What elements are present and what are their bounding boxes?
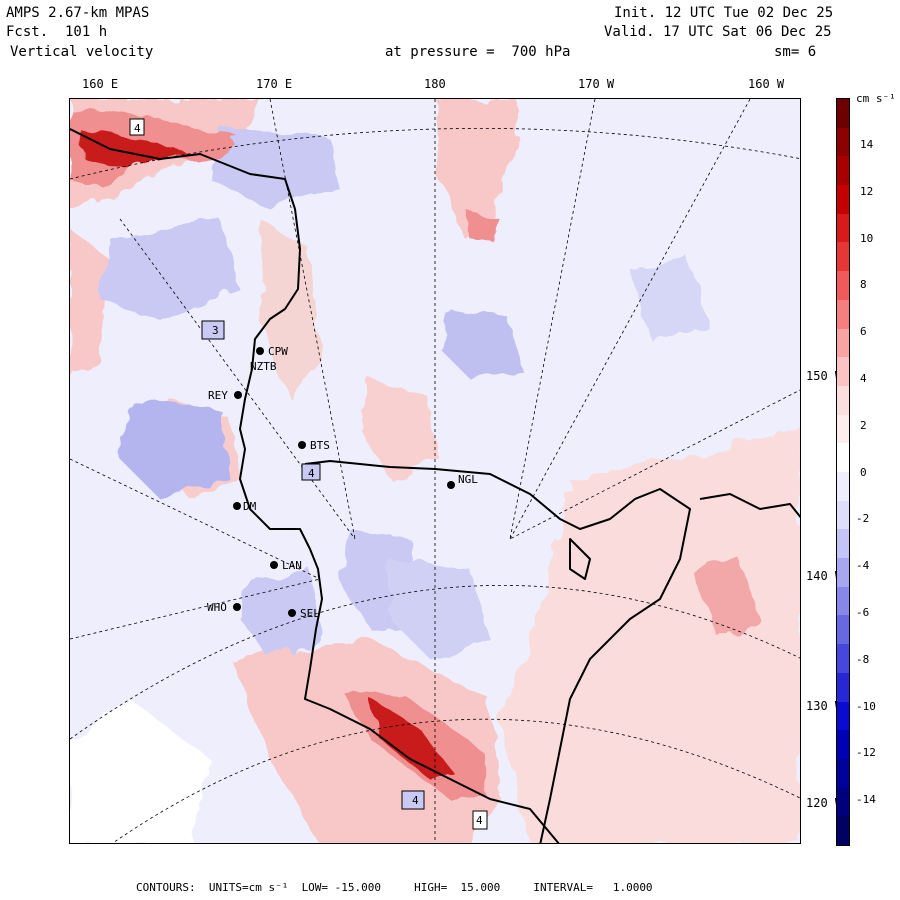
init-time: Init. 12 UTC Tue 02 Dec 25 xyxy=(614,5,834,21)
station-lan-marker xyxy=(270,561,278,569)
colorbar-tick-label: 2 xyxy=(860,418,867,432)
colorbar-tick-label: 10 xyxy=(860,231,874,245)
colorbar-tick-label: 4 xyxy=(860,372,867,385)
coastline xyxy=(70,128,800,843)
model-title: AMPS 2.67-km MPAS xyxy=(6,5,150,21)
colorbar-segment xyxy=(837,558,849,588)
graticule xyxy=(70,99,800,843)
valid-time: Valid. 17 UTC Sat 06 Dec 25 xyxy=(604,24,832,40)
colorbar-segment xyxy=(837,242,849,272)
lat-label-140w: 140 W xyxy=(806,569,843,583)
contour-label-2: 3 xyxy=(212,324,219,337)
colorbar-tick-label: -12 xyxy=(856,746,876,760)
station-dm-marker xyxy=(233,502,241,510)
station-lan-label: LAN xyxy=(282,559,302,572)
colorbar-segment xyxy=(837,644,849,674)
station-rey-label: REY xyxy=(208,389,228,402)
lon-label-180: 180 xyxy=(424,77,446,91)
colorbar xyxy=(836,98,850,846)
contour-label-5: 4 xyxy=(476,814,483,827)
contour-label-4: 4 xyxy=(412,794,419,807)
station-cpw-label: CPW xyxy=(268,345,288,358)
stations: CPW NZTB REY BTS NGL DM LAN WHO SEL xyxy=(207,345,478,620)
contours-summary: CONTOURS: UNITS=cm s⁻¹ LOW= -15.000 HIGH… xyxy=(136,881,653,894)
station-ngl-label: NGL xyxy=(458,473,478,486)
station-bts-marker xyxy=(298,441,306,449)
colorbar-segment xyxy=(837,586,849,616)
lon-label-160e: 160 E xyxy=(82,77,119,91)
colorbar-segment xyxy=(837,156,849,186)
field-name: Vertical velocity xyxy=(10,44,154,60)
colorbar-segment xyxy=(837,357,849,387)
lon-label-160w: 160 W xyxy=(748,77,785,91)
vertical-velocity-map: CPW NZTB REY BTS NGL DM LAN WHO SEL 4 3 … xyxy=(69,98,801,844)
station-who-label: WHO xyxy=(207,601,227,614)
station-bts-label: BTS xyxy=(310,439,330,452)
colorbar-tick-label: 8 xyxy=(860,278,867,292)
colorbar-tick-label: -4 xyxy=(856,559,870,573)
station-cpw-marker xyxy=(256,347,264,355)
colorbar-segment xyxy=(837,185,849,215)
colorbar-tick-label: -14 xyxy=(856,793,876,807)
lon-label-170w: 170 W xyxy=(578,77,615,91)
lat-label-130w: 130 W xyxy=(806,699,843,713)
colorbar-segment xyxy=(837,443,849,473)
colorbar-segment xyxy=(837,414,849,444)
map-canvas: CPW NZTB REY BTS NGL DM LAN WHO SEL 4 3 … xyxy=(70,99,800,843)
contour-labels: 4 3 4 4 4 xyxy=(129,118,488,830)
colorbar-tick-label: 14 xyxy=(860,138,874,151)
station-who-marker xyxy=(233,603,241,611)
station-sel-marker xyxy=(288,609,296,617)
station-dm-label: DM xyxy=(243,500,257,513)
lat-label-150w: 150 W xyxy=(806,369,843,383)
colorbar-segment xyxy=(837,758,849,788)
colorbar-tick-label: -8 xyxy=(856,652,870,666)
pressure-level: at pressure = 700 hPa xyxy=(385,44,571,60)
contour-label-1: 4 xyxy=(134,122,141,135)
colorbar-segment xyxy=(837,328,849,358)
colorbar-segment xyxy=(837,99,849,128)
colorbar-tick-label: -6 xyxy=(856,606,870,619)
station-ngl-marker xyxy=(447,481,455,489)
forecast-hour: Fcst. 101 h xyxy=(6,24,108,40)
lat-label-120w: 120 W xyxy=(806,796,843,810)
colorbar-segment xyxy=(837,672,849,702)
colorbar-segment xyxy=(837,472,849,501)
colorbar-segment xyxy=(837,385,849,415)
colorbar-tick-label: -10 xyxy=(856,699,876,713)
station-nztb-label: NZTB xyxy=(250,360,277,373)
colorbar-segment xyxy=(837,213,849,243)
negative-regions xyxy=(70,129,710,843)
lon-label-170e: 170 E xyxy=(256,77,293,91)
colorbar-segment xyxy=(837,299,849,329)
colorbar-segment xyxy=(837,127,849,157)
colorbar-tick-label: 6 xyxy=(860,325,867,339)
station-sel-label: SEL xyxy=(300,607,320,620)
station-rey-marker xyxy=(234,391,242,399)
colorbar-segment xyxy=(837,615,849,645)
colorbar-segment xyxy=(837,787,849,817)
colorbar-segment xyxy=(837,701,849,731)
colorbar-tick-label: 0 xyxy=(860,465,867,479)
colorbar-segment xyxy=(837,730,849,760)
colorbar-tick-label: 12 xyxy=(860,184,874,198)
colorbar-tick-label: -2 xyxy=(856,512,870,526)
colorbar-segment xyxy=(837,271,849,301)
colorbar-segment xyxy=(837,529,849,559)
colorbar-segment xyxy=(837,500,849,530)
colorbar-unit: cm s⁻¹ xyxy=(856,92,896,105)
contour-label-3: 4 xyxy=(308,467,315,480)
colorbar-segment xyxy=(837,816,849,846)
smoothing-value: sm= 6 xyxy=(774,44,817,60)
